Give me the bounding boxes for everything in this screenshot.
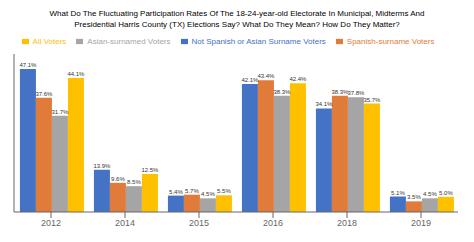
svg-text:5.4%: 5.4%: [169, 189, 183, 195]
svg-text:5.0%: 5.0%: [439, 190, 453, 196]
svg-text:2018: 2018: [337, 218, 357, 228]
svg-text:3.5%: 3.5%: [407, 194, 421, 200]
html-text:Not Spanish or Asian Surname V: Not Spanish or Asian Surname Voters: [191, 37, 326, 46]
svg-text:2014: 2014: [115, 218, 135, 228]
svg-text:31.7%: 31.7%: [51, 109, 69, 115]
svg-text:38.3%: 38.3%: [331, 88, 349, 95]
svg-text:5.7%: 5.7%: [185, 188, 199, 194]
svg-text:4.5%: 4.5%: [423, 191, 437, 197]
svg-text:5.5%: 5.5%: [217, 188, 231, 194]
svg-text:35.7%: 35.7%: [363, 97, 381, 103]
svg-text:38.3%: 38.3%: [273, 89, 291, 95]
svg-text:34.1%: 34.1%: [315, 101, 333, 107]
svg-text:2016: 2016: [263, 218, 283, 228]
svg-text:13.9%: 13.9%: [93, 163, 111, 169]
svg-text:12.5%: 12.5%: [141, 167, 159, 173]
svg-text:37.6%: 37.6%: [35, 91, 53, 97]
svg-text:37.8%: 37.8%: [347, 90, 365, 96]
svg-text:2015: 2015: [189, 218, 209, 228]
svg-text:43.4%: 43.4%: [257, 73, 275, 79]
html-text:Spanish-surname Voters: Spanish-surname Voters: [346, 37, 435, 46]
html-text:What Do The Fluctuating Partic: What Do The Fluctuating Participation Ra…: [49, 9, 425, 18]
svg-text:8.5%: 8.5%: [127, 179, 141, 185]
svg-text:4.5%: 4.5%: [201, 191, 215, 197]
svg-text:9.6%: 9.6%: [111, 176, 125, 182]
svg-text:47.1%: 47.1%: [19, 62, 37, 68]
html-text:Asian-surnamed Voters: Asian-surnamed Voters: [87, 37, 171, 46]
html-text:All Voters: All Voters: [32, 37, 67, 46]
svg-text:44.1%: 44.1%: [67, 71, 85, 77]
svg-text:42.1%: 42.1%: [241, 77, 259, 84]
html-text:Presidential Harris County (TX: Presidential Harris County (TX) Election…: [74, 20, 400, 29]
svg-text:42.4%: 42.4%: [289, 76, 307, 82]
svg-text:2019: 2019: [411, 218, 431, 228]
svg-text:5.1%: 5.1%: [391, 190, 405, 196]
svg-text:2012: 2012: [41, 218, 61, 228]
